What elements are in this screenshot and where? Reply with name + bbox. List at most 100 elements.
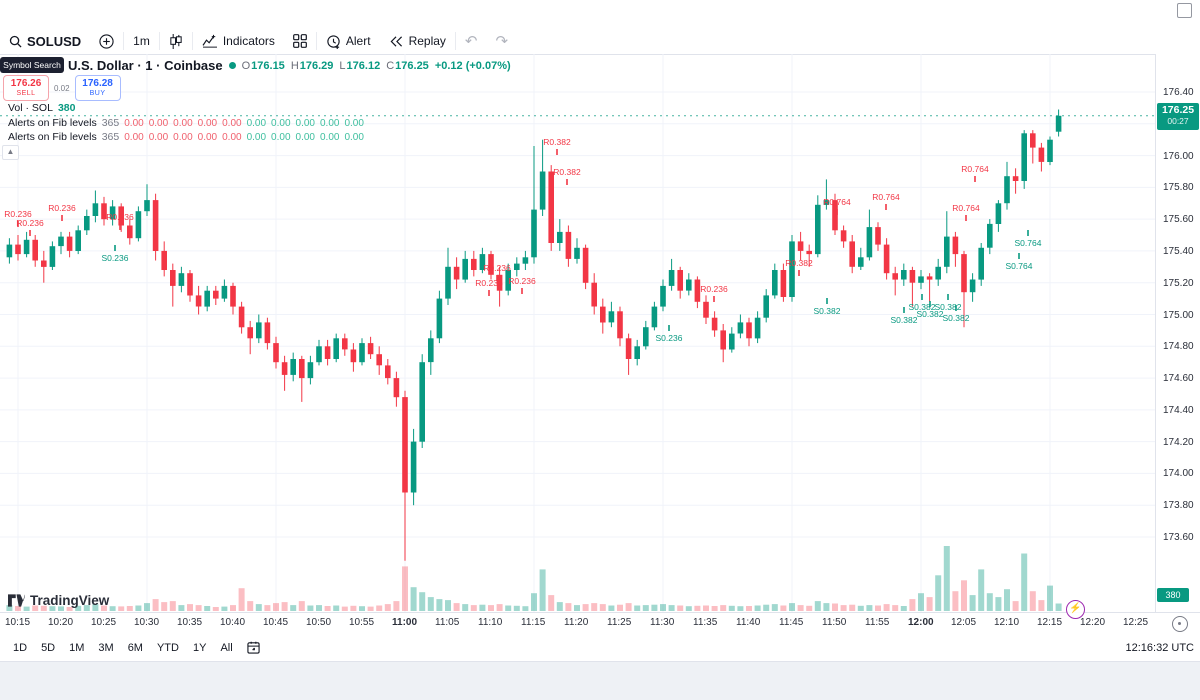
volume-bar: [324, 606, 331, 611]
candle-body: [419, 362, 425, 442]
fib-alert-annotation: R0.382: [543, 137, 571, 147]
fib-alert-annotation: S0.382: [917, 309, 944, 319]
fib-alert-value-green: 0.00: [246, 131, 267, 143]
fib-alert-annotation: R0.236: [508, 276, 536, 286]
volume-bar: [539, 569, 546, 611]
range-button-5d[interactable]: 5D: [41, 641, 56, 654]
fib-alert-annotation: S0.236: [102, 253, 129, 263]
time-axis-label: 11:05: [435, 617, 460, 628]
volume-bar: [316, 605, 322, 611]
redo-button[interactable]: ↷: [487, 28, 518, 54]
volume-bar: [969, 595, 976, 611]
symbol-search-tooltip: Symbol Search: [0, 57, 64, 73]
candle-body: [797, 241, 804, 251]
go-to-realtime-icon[interactable]: [1172, 616, 1188, 632]
range-button-1d[interactable]: 1D: [13, 641, 28, 654]
candle-body: [127, 225, 133, 239]
price-axis[interactable]: 176.25 00:27 380 176.40 176.00 175.80 175.6…: [1155, 54, 1200, 612]
volume-bar: [797, 605, 804, 611]
range-button-6m[interactable]: 6M: [127, 641, 143, 654]
candle-body: [660, 285, 666, 307]
sell-label: SELL: [16, 90, 36, 97]
range-button-ytd[interactable]: YTD: [156, 641, 179, 654]
candle-body: [514, 263, 520, 270]
candle-body: [849, 241, 855, 267]
bar-countdown: 00:27: [1167, 116, 1189, 126]
candle-body: [987, 223, 993, 248]
candle-body: [608, 311, 615, 323]
candle-body: [780, 270, 787, 297]
volume-bar: [513, 605, 520, 611]
volume-bar: [479, 604, 486, 611]
volume-bar: [634, 605, 641, 611]
fib-alert-annotation: R0.382: [785, 258, 813, 268]
range-button-3m[interactable]: 3M: [98, 641, 114, 654]
range-button-1y[interactable]: 1Y: [192, 641, 207, 654]
candle-body: [256, 322, 262, 339]
tradingview-logo[interactable]: TradingView: [8, 593, 109, 608]
candle-body: [832, 200, 838, 231]
chart-style-button[interactable]: [160, 28, 192, 54]
candle-body: [918, 276, 924, 283]
volume-bar: [857, 605, 864, 611]
toolbar-divider: [123, 32, 125, 50]
fib-alerts-param: 365: [101, 131, 120, 143]
price-axis-label: 175.00: [1163, 310, 1194, 321]
time-axis-label: 11:40: [736, 617, 761, 628]
volume-bar: [703, 605, 709, 611]
replay-button[interactable]: Replay: [380, 28, 455, 54]
volume-bar: [642, 605, 649, 611]
candle-body: [754, 317, 761, 339]
collapse-studies-button[interactable]: ▲: [2, 145, 19, 160]
volume-study-row[interactable]: Vol · SOL 380: [8, 102, 75, 114]
window-panel-icon[interactable]: [1177, 3, 1192, 18]
range-button-1m[interactable]: 1M: [69, 641, 85, 654]
undo-icon: ↶: [464, 33, 478, 50]
sell-button[interactable]: 176.26 SELL: [3, 75, 49, 101]
candle-body: [281, 362, 288, 375]
fib-alert-annotation: R0.236: [4, 209, 32, 219]
alert-button[interactable]: Alert: [317, 28, 380, 54]
compare-add-button[interactable]: [90, 28, 123, 54]
fib-alerts-row-1[interactable]: Alerts on Fib levels 365 0.00 0.00 0.00 0.0…: [8, 117, 364, 129]
layout-grid-button[interactable]: [284, 28, 316, 54]
volume-bar: [711, 606, 718, 611]
candle-body: [961, 254, 967, 293]
flash-trade-icon[interactable]: ⚡: [1066, 600, 1085, 619]
symbol-legend[interactable]: U.S. Dollar · 1 · Coinbase O 176.15 H 176.2…: [68, 58, 511, 73]
candle-body: [316, 346, 322, 363]
candle-body: [32, 239, 38, 261]
ohlc-key: O: [241, 59, 251, 72]
candle-body: [746, 322, 752, 339]
volume-bar: [161, 602, 168, 611]
ohlc-value: 176.25: [395, 59, 429, 72]
candle-body: [823, 200, 830, 205]
symbol-search-button[interactable]: SOLUSD: [0, 28, 90, 54]
candle-body: [729, 333, 735, 350]
candle-body: [634, 346, 640, 359]
indicators-button[interactable]: Indicators: [193, 28, 284, 54]
undo-button[interactable]: ↶: [456, 28, 487, 54]
candle-body: [23, 239, 30, 255]
buy-button[interactable]: 176.28 BUY: [74, 75, 121, 101]
volume-bar: [376, 605, 383, 611]
fib-alert-value-red: 0.00: [197, 131, 218, 143]
go-to-date-button[interactable]: [240, 639, 267, 656]
volume-bar: [307, 605, 314, 611]
toolbar-divider: [158, 32, 160, 50]
volume-bar: [599, 604, 606, 611]
candle-body: [651, 306, 658, 328]
candle-body: [247, 327, 253, 339]
time-axis[interactable]: 10:15 10:20 10:25 10:30 10:35 10:40 10:45 10:50…: [0, 612, 1200, 634]
ohlc-key: H: [290, 59, 299, 72]
volume-bar: [608, 605, 615, 611]
buy-label: BUY: [89, 90, 106, 97]
search-icon: [9, 35, 22, 48]
range-button-all[interactable]: All: [220, 641, 233, 654]
interval-button[interactable]: 1m: [124, 28, 159, 54]
volume-bar: [247, 601, 254, 611]
timezone-clock[interactable]: 12:16:32 UTC: [1125, 641, 1194, 654]
chart-canvas[interactable]: R0.236R0.236R0.236R0.236S0.236R0.236R0.2…: [0, 54, 1155, 612]
fib-alerts-row-2[interactable]: Alerts on Fib levels 365 0.00 0.00 0.00 0.0…: [8, 131, 364, 143]
candle-body: [359, 343, 365, 363]
